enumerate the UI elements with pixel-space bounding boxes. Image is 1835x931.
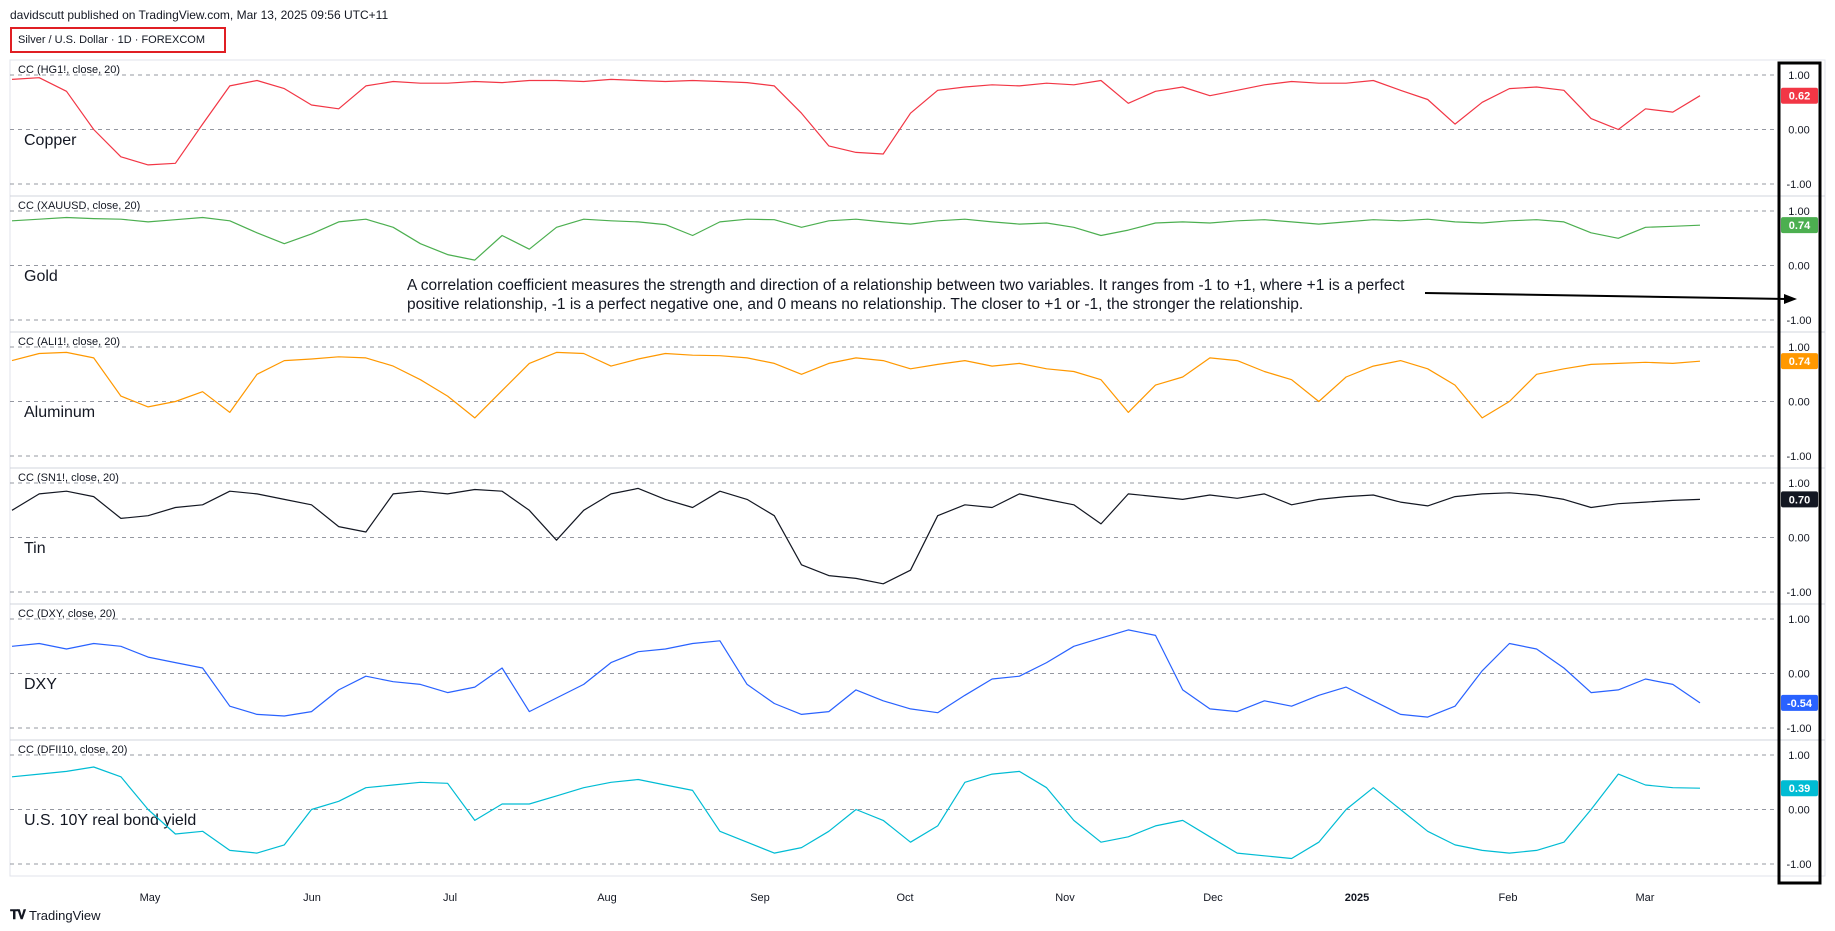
y-tick-label: 1.00 [1788, 70, 1809, 82]
last-value-label: 0.74 [1789, 356, 1811, 368]
tradingview-logo-icon: 𝐓𝐕 [10, 907, 26, 922]
x-tick-label: Dec [1203, 892, 1223, 904]
y-tick-label: 0.00 [1788, 261, 1809, 273]
panel-title: Copper [24, 132, 77, 149]
series-line-tin [11, 487, 1701, 585]
indicator-legend: CC (DXY, close, 20) [18, 608, 116, 620]
panel-title: Aluminum [24, 404, 95, 421]
x-tick-label: Feb [1499, 892, 1518, 904]
panel-title: U.S. 10Y real bond yield [24, 812, 196, 829]
tradingview-logo-text: TradingView [29, 907, 101, 923]
last-value-badge [1781, 780, 1818, 797]
symbol-title[interactable]: Silver / U.S. Dollar · 1D · FOREXCOM [10, 27, 226, 53]
panel-title: Gold [24, 268, 58, 285]
x-tick-label: Sep [750, 892, 770, 904]
y-tick-label: 0.00 [1788, 669, 1809, 681]
indicator-legend: CC (SN1!, close, 20) [18, 472, 119, 484]
annotation-text: A correlation coefficient measures the s… [407, 277, 1405, 313]
last-value-label: 0.74 [1789, 220, 1811, 232]
indicator-legend: CC (DFII10, close, 20) [18, 744, 127, 756]
panel-title: Tin [24, 540, 46, 557]
y-tick-label: 1.00 [1788, 478, 1809, 490]
last-value-badge [1781, 491, 1818, 508]
x-tick-label: Jun [303, 892, 321, 904]
x-tick-label: Mar [1636, 892, 1655, 904]
last-value-label: 0.62 [1789, 91, 1810, 103]
y-tick-label: 1.00 [1788, 614, 1809, 626]
x-tick-label: Jul [443, 892, 457, 904]
y-tick-label: -1.00 [1786, 179, 1811, 191]
y-tick-label: 1.00 [1788, 750, 1809, 762]
x-tick-label: Aug [597, 892, 617, 904]
last-value-badge [1781, 217, 1818, 234]
indicator-legend: CC (HG1!, close, 20) [18, 64, 120, 76]
x-tick-label: May [140, 892, 161, 904]
indicator-legend: CC (XAUUSD, close, 20) [18, 200, 140, 212]
y-tick-label: -1.00 [1786, 451, 1811, 463]
last-value-badge [1781, 353, 1818, 370]
x-tick-label: Nov [1055, 892, 1075, 904]
last-value-badge [1781, 694, 1818, 711]
y-tick-label: 0.00 [1788, 397, 1809, 409]
y-tick-label: -1.00 [1786, 587, 1811, 599]
annotation-arrow-line [1424, 292, 1789, 300]
y-tick-label: 0.00 [1788, 805, 1809, 817]
series-line-u-s-10y-real-bond-yield [11, 766, 1701, 860]
axis-highlight-box [1777, 61, 1822, 885]
y-tick-label: 1.00 [1788, 206, 1809, 218]
last-value-badge [1781, 87, 1818, 104]
x-tick-label: 2025 [1345, 892, 1369, 904]
annotation-arrow-head [1784, 294, 1797, 304]
panel-title: DXY [24, 676, 57, 693]
series-line-aluminum [11, 351, 1701, 419]
last-value-label: 0.70 [1789, 494, 1810, 506]
y-tick-label: -1.00 [1786, 859, 1811, 871]
x-tick-label: Oct [896, 892, 913, 904]
footer-branding: 𝐓𝐕 TradingView [10, 907, 101, 923]
last-value-label: 0.39 [1789, 783, 1810, 795]
y-tick-label: -1.00 [1786, 315, 1811, 327]
y-tick-label: 0.00 [1788, 125, 1809, 137]
series-line-dxy [11, 629, 1701, 718]
y-tick-label: 1.00 [1788, 342, 1809, 354]
y-tick-label: 0.00 [1788, 533, 1809, 545]
series-line-copper [11, 77, 1701, 166]
last-value-label: -0.54 [1787, 698, 1813, 710]
indicator-legend: CC (ALI1!, close, 20) [18, 336, 120, 348]
publish-info: davidscutt published on TradingView.com,… [10, 8, 389, 22]
series-line-gold [11, 216, 1701, 261]
y-tick-label: -1.00 [1786, 723, 1811, 735]
